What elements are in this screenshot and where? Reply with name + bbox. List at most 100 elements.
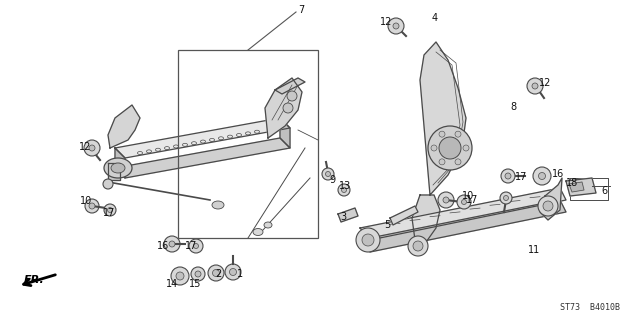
Circle shape (538, 196, 558, 216)
Circle shape (176, 272, 184, 280)
Text: 3: 3 (340, 212, 346, 222)
Text: 1: 1 (237, 269, 243, 279)
Text: 4: 4 (432, 13, 438, 23)
Polygon shape (280, 118, 290, 148)
Text: 14: 14 (166, 279, 178, 289)
Circle shape (213, 269, 220, 276)
Bar (178, 50, 318, 238)
Circle shape (457, 195, 471, 209)
Text: 9: 9 (329, 175, 335, 185)
Circle shape (443, 197, 449, 203)
Circle shape (195, 271, 201, 277)
Circle shape (225, 264, 241, 280)
Polygon shape (569, 182, 584, 192)
Polygon shape (115, 118, 290, 158)
Circle shape (533, 167, 551, 185)
Circle shape (439, 159, 445, 165)
Circle shape (103, 179, 113, 189)
Circle shape (164, 236, 180, 252)
Circle shape (532, 83, 538, 89)
Circle shape (388, 18, 404, 34)
Text: 10: 10 (80, 196, 92, 206)
Text: 18: 18 (566, 178, 578, 188)
Polygon shape (338, 208, 358, 222)
Circle shape (501, 169, 515, 183)
Ellipse shape (111, 163, 125, 173)
Text: 10: 10 (462, 191, 475, 201)
Text: 12: 12 (79, 142, 91, 152)
Circle shape (439, 137, 461, 159)
Ellipse shape (253, 228, 263, 236)
Circle shape (194, 244, 199, 249)
Polygon shape (540, 178, 562, 220)
Circle shape (455, 131, 461, 137)
Text: ST73  B4010B: ST73 B4010B (560, 303, 620, 313)
Polygon shape (412, 195, 440, 245)
Circle shape (338, 184, 350, 196)
Circle shape (428, 126, 472, 170)
Text: 11: 11 (528, 245, 540, 255)
Circle shape (283, 103, 293, 113)
Circle shape (85, 199, 99, 213)
Circle shape (108, 207, 113, 212)
Polygon shape (360, 188, 566, 240)
Text: 6: 6 (601, 186, 607, 196)
Text: 2: 2 (215, 269, 221, 279)
Text: 17: 17 (103, 208, 115, 218)
Text: 15: 15 (189, 279, 201, 289)
Polygon shape (275, 78, 305, 94)
Circle shape (89, 145, 95, 151)
Text: 12: 12 (380, 17, 392, 27)
Circle shape (84, 140, 100, 156)
Circle shape (208, 265, 224, 281)
Circle shape (463, 145, 469, 151)
Text: 13: 13 (339, 181, 351, 191)
Circle shape (104, 204, 116, 216)
Circle shape (189, 239, 203, 253)
Polygon shape (390, 206, 418, 225)
Ellipse shape (212, 201, 224, 209)
Polygon shape (265, 78, 302, 138)
Text: 12: 12 (539, 78, 552, 88)
Text: 17: 17 (185, 241, 197, 251)
Circle shape (341, 188, 347, 193)
Text: 8: 8 (510, 102, 516, 112)
Ellipse shape (104, 158, 132, 178)
Text: 16: 16 (552, 169, 564, 179)
Circle shape (505, 173, 511, 179)
Circle shape (169, 241, 175, 247)
Polygon shape (108, 105, 140, 148)
Polygon shape (115, 138, 290, 178)
Text: 17: 17 (466, 195, 478, 205)
Circle shape (527, 78, 543, 94)
Polygon shape (115, 148, 125, 178)
Polygon shape (420, 42, 466, 195)
Circle shape (455, 159, 461, 165)
Circle shape (503, 196, 508, 201)
Polygon shape (108, 163, 120, 180)
Circle shape (326, 172, 331, 177)
Circle shape (500, 192, 512, 204)
Circle shape (322, 168, 334, 180)
Circle shape (89, 203, 95, 209)
Polygon shape (360, 200, 566, 252)
Circle shape (229, 268, 236, 276)
Polygon shape (566, 178, 596, 196)
Circle shape (439, 131, 445, 137)
Circle shape (356, 228, 380, 252)
Circle shape (191, 267, 205, 281)
Circle shape (171, 267, 189, 285)
Circle shape (538, 172, 545, 180)
Ellipse shape (264, 222, 272, 228)
Circle shape (287, 91, 297, 101)
Circle shape (413, 241, 423, 251)
Text: 7: 7 (298, 5, 304, 15)
Text: 16: 16 (157, 241, 169, 251)
Circle shape (461, 199, 466, 204)
Circle shape (543, 201, 553, 211)
Text: 5: 5 (384, 220, 390, 230)
Circle shape (362, 234, 374, 246)
Circle shape (393, 23, 399, 29)
Circle shape (438, 192, 454, 208)
Text: 17: 17 (515, 172, 527, 182)
